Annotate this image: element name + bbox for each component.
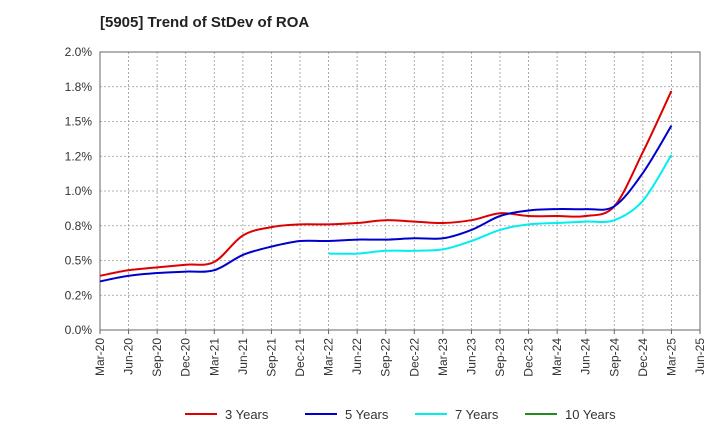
y-tick-label: 1.2%	[65, 149, 93, 163]
x-tick-label: Mar-20	[93, 338, 107, 376]
y-tick-label: 1.0%	[65, 184, 93, 198]
x-tick-label: Dec-23	[522, 338, 536, 377]
chart-title: [5905] Trend of StDev of ROA	[100, 14, 310, 31]
x-tick-label: Dec-24	[636, 338, 650, 377]
y-tick-label: 0.0%	[65, 323, 93, 337]
x-tick-label: Sep-22	[379, 338, 393, 377]
series-line-5-years	[99, 125, 673, 283]
series-line-7-years	[328, 154, 673, 255]
plot-frame	[99, 51, 701, 331]
y-tick-label: 1.5%	[65, 115, 93, 129]
x-tick-label: Jun-21	[236, 338, 250, 375]
x-tick-label: Jun-23	[464, 338, 478, 375]
legend-label-10-years: 10 Years	[565, 407, 616, 422]
y-tick-label: 0.8%	[65, 219, 93, 233]
x-tick-label: Jun-20	[122, 338, 136, 375]
x-tick-label: Jun-22	[350, 338, 364, 375]
y-tick-label: 1.8%	[65, 80, 93, 94]
x-tick-label: Dec-22	[407, 338, 421, 377]
x-tick-label: Jun-25	[693, 338, 707, 375]
x-tick-label: Sep-23	[493, 338, 507, 377]
x-tick-label: Mar-23	[436, 338, 450, 376]
y-tick-label: 0.5%	[65, 254, 93, 268]
x-tick-label: Sep-24	[607, 338, 621, 377]
x-tick-label: Sep-21	[264, 338, 278, 377]
x-tick-label: Sep-20	[150, 338, 164, 377]
legend-label-3-years: 3 Years	[225, 407, 269, 422]
series-line-3-years	[99, 90, 673, 277]
x-tick-label: Dec-20	[179, 338, 193, 377]
legend-label-7-years: 7 Years	[455, 407, 499, 422]
legend-label-5-years: 5 Years	[345, 407, 389, 422]
x-tick-label: Jun-24	[579, 338, 593, 375]
y-tick-label: 2.0%	[65, 45, 93, 59]
x-tick-label: Dec-21	[293, 338, 307, 377]
x-tick-label: Mar-21	[207, 338, 221, 376]
x-tick-label: Mar-24	[550, 338, 564, 376]
y-tick-label: 0.2%	[65, 288, 93, 302]
x-tick-label: Mar-22	[322, 338, 336, 376]
x-tick-label: Mar-25	[664, 338, 678, 376]
